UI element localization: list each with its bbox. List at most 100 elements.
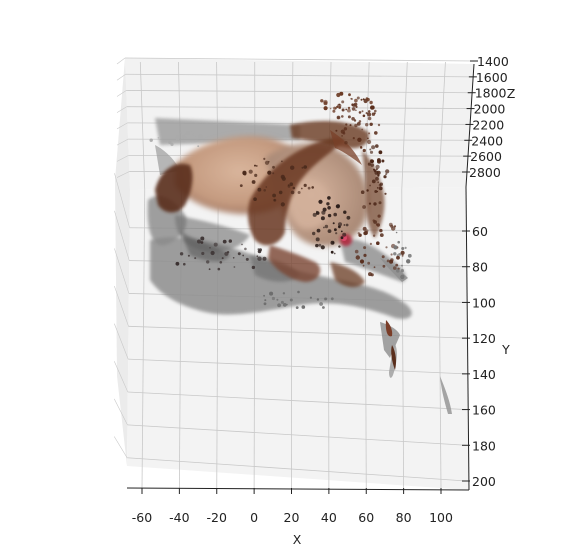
scatter-point [395,263,399,267]
y-grid-line [128,325,467,339]
scatter-point [383,175,387,179]
scatter-point [372,219,375,222]
point-cloud [147,91,452,414]
x-grid-line [438,61,446,191]
scatter-point [357,137,362,142]
scatter-point [362,98,365,101]
scatter-point [324,297,328,301]
scatter-point [362,205,366,209]
scatter-point [209,247,211,249]
scatter-point [330,240,335,245]
scatter-point [276,298,279,301]
scatter-point [376,223,380,227]
scatter-point [301,305,306,309]
scatter-point [377,181,380,184]
scatter-point [369,242,372,245]
scatter-point [251,265,256,270]
scatter-points [149,91,412,309]
x-grid-line [141,189,146,489]
scatter-point [277,303,281,308]
scatter-point [362,148,366,153]
scatter-point [400,274,405,279]
scatter-point [353,119,357,122]
scatter-point [193,134,196,137]
scatter-point [376,170,381,175]
scatter-point [357,232,360,235]
scatter-point [311,186,315,189]
scatter-point [182,134,188,139]
scatter-point [312,212,317,217]
z-tick-label: 1400 [477,54,509,69]
scatter-point [338,106,342,109]
scatter-point [365,112,368,115]
z-grid-line [116,138,129,146]
scatter-point [271,296,275,301]
scatter-point [330,297,334,301]
scatter-point [330,250,334,254]
scatter-point [180,131,183,134]
scatter-point [197,239,201,244]
scatter-point [395,231,398,234]
scatter-point [265,186,268,188]
scatter-point [370,159,374,163]
x-tick-label: 0 [250,510,258,525]
scatter-point [175,135,180,140]
scatter-point [367,139,372,145]
scatter-point [315,211,320,215]
scatter-point [340,230,343,233]
y-grid-line [114,248,130,294]
scatter-point [336,105,339,108]
y-grid-line [127,424,467,446]
scatter-point [257,187,262,192]
scatter-point [373,202,377,206]
scatter-point [318,243,322,247]
y-tick-label: 160 [472,403,496,418]
z-tick-label: 2400 [471,133,503,148]
scatter-point [281,176,286,181]
y-grid-line [127,457,467,482]
scatter-point [377,214,381,218]
scatter-point [341,108,345,112]
scatter-point [378,201,382,205]
scatter-point [333,106,337,110]
scatter-point [398,253,401,256]
x-tick-label: 80 [396,510,412,525]
x-grid-line [438,189,442,489]
scatter-point [368,132,371,135]
scatter-point [362,114,366,118]
scatter-point [367,137,369,140]
scatter-point [386,259,390,263]
scatter-point [295,306,299,309]
scatter-point [327,229,332,234]
tick-labels: -60 -40 -20 0 20 40 60 80 100 60 80 100 120 140 160 180… [132,54,509,525]
scatter-point [254,173,258,177]
scatter-point [179,252,184,256]
scatter-point [222,239,227,244]
scatter-point [347,108,351,113]
y-grid-line [114,323,129,360]
scatter-point [336,115,341,120]
scatter-point [355,109,357,112]
scatter-point [175,261,180,266]
x-tick-label: 20 [284,510,300,525]
scatter-point [338,245,341,248]
z-axis-line [465,63,475,188]
scatter-point [381,159,385,163]
scatter-point [318,199,323,204]
scatter-point [362,226,367,231]
scatter-point [366,189,369,192]
cloud-shadow-region [180,230,230,262]
scatter-point [343,127,348,131]
scatter-point [326,202,330,206]
cloud-hair-region [391,345,396,370]
y-tick-label: 180 [472,438,496,453]
cloud-hair-region [290,120,369,149]
scatter-point [200,241,204,244]
x-grid-line [401,189,405,489]
scatter-point [371,179,376,184]
x-tick-label: -40 [169,510,189,525]
scatter-point [333,252,336,255]
scatter-point [263,294,265,297]
scatter-point [360,190,365,194]
scatter-point [361,110,364,113]
